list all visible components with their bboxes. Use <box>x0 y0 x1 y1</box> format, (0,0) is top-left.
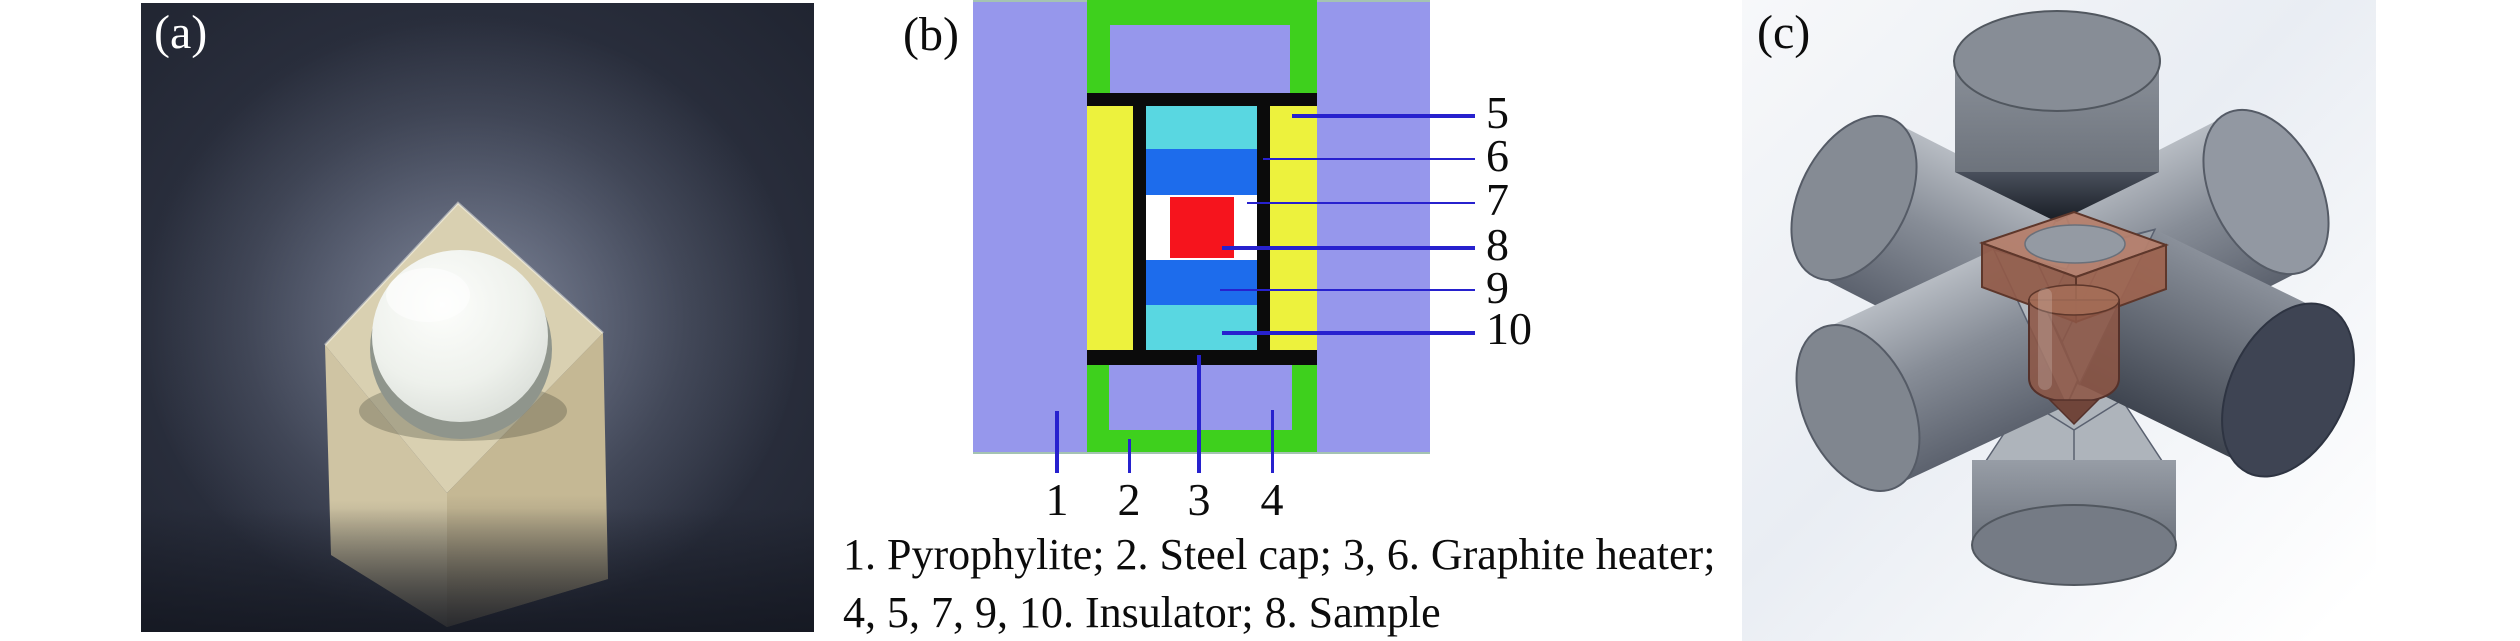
insulator-yellow-right <box>1270 106 1317 350</box>
graphite-bottom-bar <box>1087 350 1317 365</box>
insulator-blue-top <box>1146 149 1257 195</box>
insulator-blue-bottom <box>1146 260 1257 305</box>
panel-c-label: (c) <box>1757 6 1811 59</box>
cube-photo-image <box>141 3 814 632</box>
part-label-1: 1 <box>1045 474 1069 525</box>
diagram-caption-line-1: 1. Pyrophylite; 2. Steel cap; 3, 6. Grap… <box>843 530 1716 579</box>
pyrophylite-top-inner <box>1110 25 1290 93</box>
panel-b-label: (b) <box>903 8 959 61</box>
leader-line-5 <box>1292 114 1475 118</box>
part-label-10: 10 <box>1486 303 1532 354</box>
graphite-heater-right <box>1257 106 1270 350</box>
panel-a-photo: (a) <box>141 3 814 632</box>
part-label-6: 6 <box>1486 130 1509 181</box>
part-label-4: 4 <box>1260 474 1284 525</box>
insulator-cyan-top <box>1146 106 1257 149</box>
graphite-top-bar <box>1087 93 1317 106</box>
insulator-yellow-left <box>1087 106 1133 350</box>
anvil-top <box>1953 10 2161 222</box>
insulator-cyan-bottom <box>1146 305 1257 350</box>
part-label-5: 5 <box>1486 87 1509 138</box>
leader-line-4 <box>1271 410 1274 473</box>
leader-line-7 <box>1247 202 1475 204</box>
anvil-assembly-image <box>1742 0 2376 641</box>
sample-cell-cube <box>1978 210 2169 426</box>
panel-a-label: (a) <box>154 6 208 59</box>
leader-line-9 <box>1220 289 1475 291</box>
part-label-3: 3 <box>1187 474 1211 525</box>
diagram-bottom-edge <box>973 452 1430 454</box>
panel-c-render: (c) <box>1742 0 2376 641</box>
leader-line-8 <box>1222 246 1475 250</box>
part-label-7: 7 <box>1486 174 1509 225</box>
anvil-bottom <box>1971 381 2177 586</box>
diagram-caption-line-2: 4, 5, 7, 9, 10. Insulator; 8. Sample <box>843 588 1441 637</box>
leader-line-2 <box>1128 439 1131 473</box>
leader-line-10 <box>1222 331 1475 335</box>
leader-line-3 <box>1197 355 1201 473</box>
part-label-2: 2 <box>1117 474 1141 525</box>
leader-line-6 <box>1263 158 1475 160</box>
graphite-heater-left <box>1133 106 1146 350</box>
part-label-9: 9 <box>1486 262 1509 313</box>
part-label-8: 8 <box>1486 219 1509 270</box>
leader-line-1 <box>1055 411 1059 473</box>
